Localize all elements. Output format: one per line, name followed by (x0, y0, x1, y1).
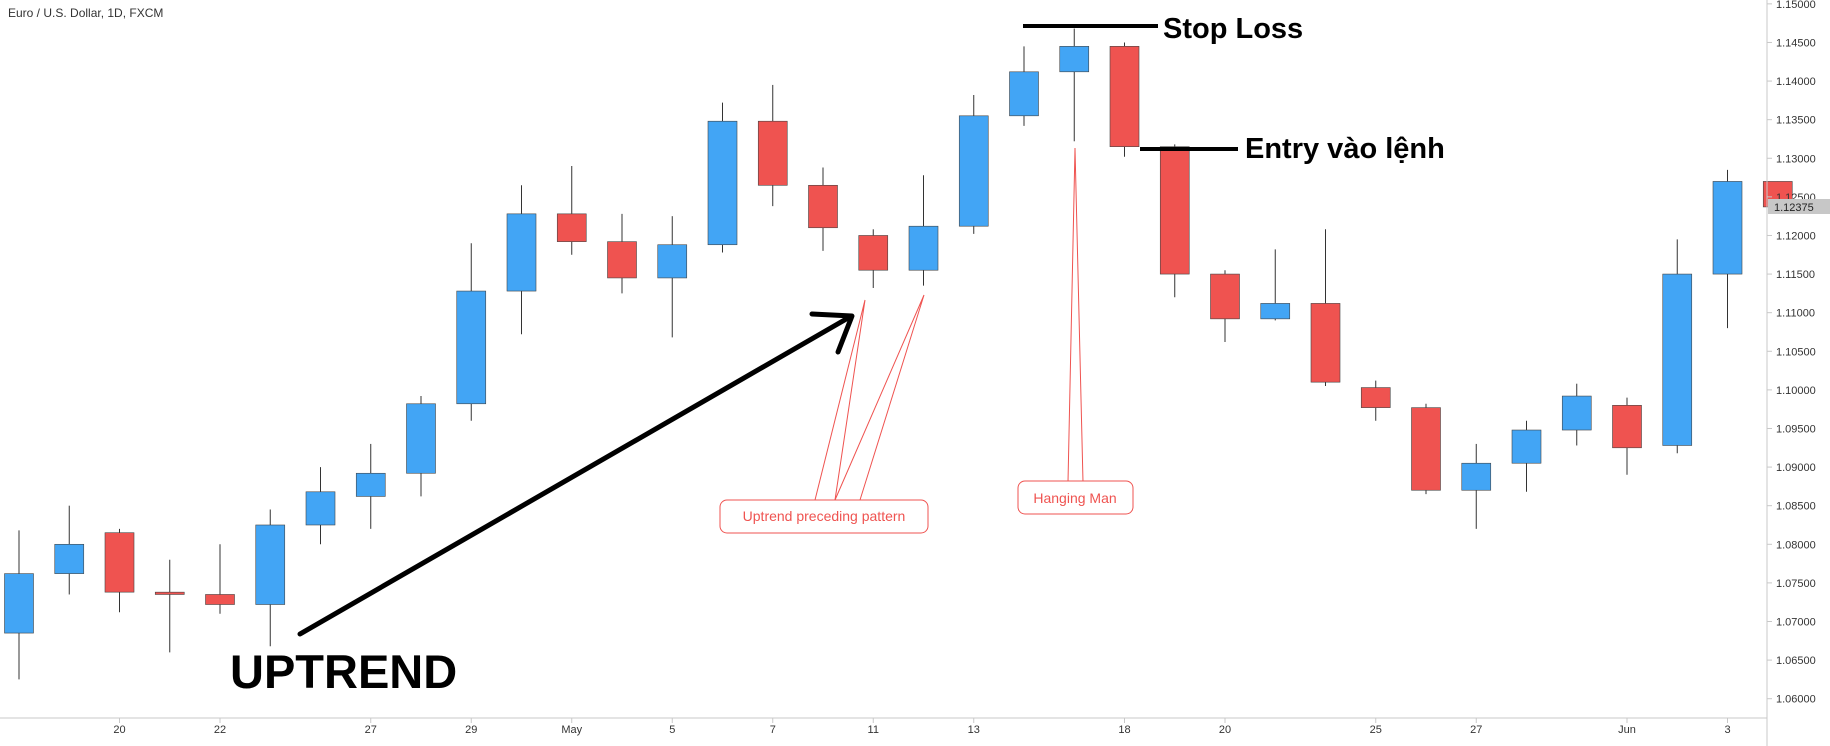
hanging-man-pointer (1067, 147, 1084, 483)
bull-candle (1059, 46, 1090, 73)
price-tick-label: 1.10000 (1776, 385, 1816, 397)
time-tick-label: 27 (1470, 724, 1482, 736)
bear-candle (205, 594, 235, 605)
pattern-callout-label: Uptrend preceding pattern (743, 508, 906, 524)
bear-candle (858, 235, 889, 271)
price-axis-ticks: 1.150001.145001.140001.135001.130001.125… (1767, 0, 1816, 706)
time-tick-label: 18 (1118, 724, 1130, 736)
uptrend-label: UPTREND (230, 645, 457, 698)
uptrend-arrow-head (809, 311, 855, 355)
bull-candle (355, 472, 386, 497)
pattern-callout-box (719, 499, 929, 534)
bear-candle (1210, 273, 1240, 320)
price-tick-label: 1.13500 (1776, 115, 1816, 127)
time-tick-label: 13 (968, 724, 980, 736)
bull-candle (1009, 71, 1039, 117)
entry-label: Entry vào lệnh (1245, 133, 1445, 165)
bear-candle (1109, 46, 1140, 147)
bear-candle (1360, 387, 1391, 408)
bull-candle (1260, 303, 1291, 320)
bull-candle (1561, 395, 1592, 431)
bull-candle (1461, 462, 1492, 491)
price-tick-label: 1.13000 (1776, 153, 1816, 165)
bull-candle (958, 115, 989, 227)
bull-candle (456, 290, 487, 405)
hanging-man-label: Hanging Man (1033, 490, 1116, 506)
price-tick-label: 1.06500 (1776, 655, 1816, 667)
bear-candle (1310, 303, 1341, 383)
bull-candle (657, 244, 688, 279)
uptrend-arrow-shaft (297, 315, 851, 637)
candles-group (4, 28, 1793, 680)
time-tick-label: 25 (1370, 724, 1382, 736)
bull-candle (305, 491, 336, 526)
bear-candle (104, 532, 135, 593)
bear-candle (556, 213, 587, 242)
price-tick-label: 1.06000 (1776, 694, 1816, 706)
pattern-callout-pointer-2 (834, 294, 925, 501)
bull-candle (406, 403, 436, 474)
time-tick-label: 3 (1724, 724, 1730, 736)
time-tick-label: May (561, 724, 582, 736)
stop-loss-label: Stop Loss (1163, 13, 1303, 45)
time-axis-ticks: 20 22 27 29 May 5 7 11 13 18 20 25 27 Jun 3 (113, 718, 1731, 736)
time-tick-label: 11 (868, 724, 879, 736)
time-tick-label: 5 (669, 724, 675, 736)
current-price-tag-bg (1768, 199, 1830, 214)
price-tick-label: 1.10500 (1776, 346, 1816, 358)
bear-candle (1612, 405, 1642, 449)
price-tick-label: 1.14000 (1776, 76, 1816, 88)
price-tick-label: 1.07500 (1776, 578, 1816, 590)
bull-candle (707, 120, 738, 246)
time-tick-label: 29 (465, 724, 477, 736)
bear-candle (607, 241, 637, 279)
hanging-man-callout-box (1017, 480, 1134, 515)
pattern-callout-pointer-1 (814, 299, 866, 501)
bear-candle (1159, 146, 1190, 275)
price-tick-label: 1.07000 (1776, 616, 1816, 628)
current-price-tag: 1.12375 (1774, 202, 1814, 214)
bull-candle (1712, 181, 1743, 275)
bull-candle (1662, 273, 1693, 446)
bear-candle (757, 120, 788, 186)
bull-candle (54, 543, 85, 574)
price-tick-label: 1.08000 (1776, 539, 1816, 551)
price-tick-label: 1.08500 (1776, 501, 1816, 513)
time-tick-label: 20 (113, 724, 125, 736)
price-tick-label: 1.12000 (1776, 230, 1816, 242)
price-tick-label: 1.09500 (1776, 423, 1816, 435)
bear-candle (1411, 407, 1441, 491)
bear-candle (808, 184, 838, 229)
price-tick-label: 1.11000 (1776, 308, 1815, 320)
time-tick-label: Jun (1618, 724, 1636, 736)
bull-candle (506, 213, 537, 292)
bull-candle (4, 573, 34, 634)
time-tick-label: 27 (365, 724, 377, 736)
bull-candle (1511, 429, 1542, 464)
time-tick-label: 22 (214, 724, 226, 736)
bull-candle (908, 225, 939, 271)
time-tick-label: 7 (770, 724, 776, 736)
time-tick-label: 20 (1219, 724, 1231, 736)
price-tick-label: 1.09000 (1776, 462, 1816, 474)
bear-candle (154, 591, 185, 595)
symbol-title: Euro / U.S. Dollar, 1D, FXCM (8, 6, 163, 20)
price-tick-label: 1.15000 (1776, 0, 1816, 11)
price-tick-label: 1.14500 (1776, 37, 1816, 49)
price-tick-label: 1.11500 (1776, 269, 1815, 281)
bull-candle (255, 524, 286, 605)
